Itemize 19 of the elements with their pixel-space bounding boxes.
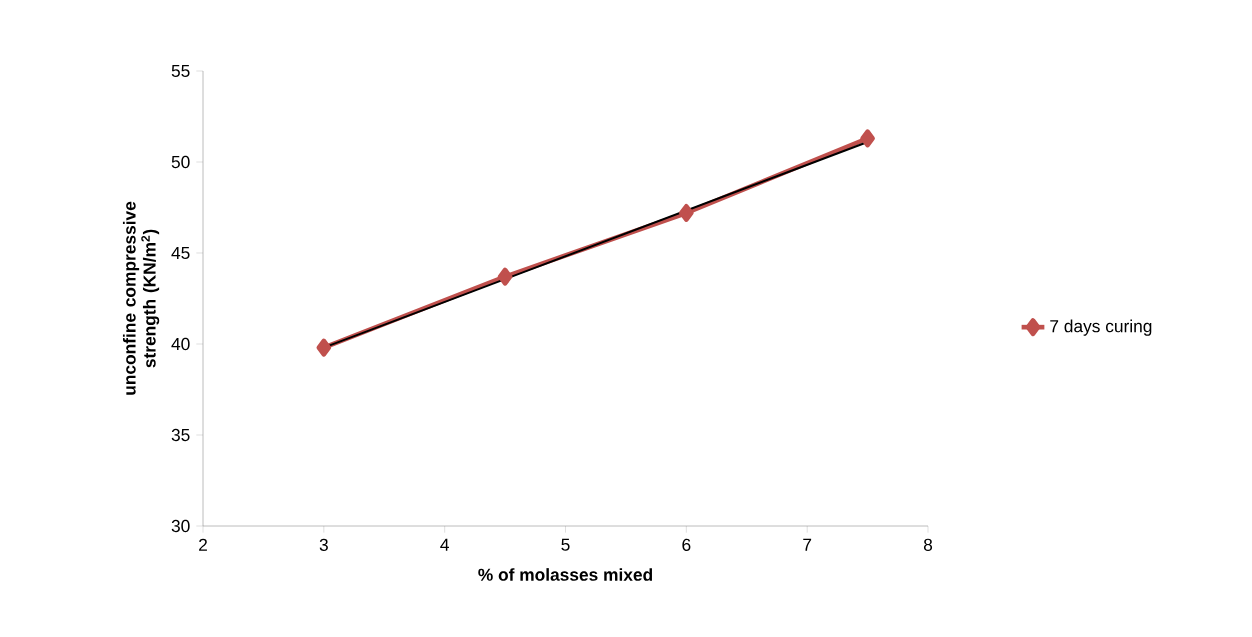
y-tick-label: 50 [171, 155, 190, 169]
legend-label: 7 days curing [1050, 319, 1152, 336]
x-tick-label: 4 [440, 538, 449, 551]
y-tick-label: 35 [171, 428, 190, 442]
y-tick-label: 30 [171, 519, 190, 533]
x-tick-label: 6 [682, 538, 691, 551]
point [497, 267, 513, 286]
x-axis-title: % of molasses mixed [478, 568, 653, 581]
point [679, 203, 694, 222]
x-tick-label: 5 [561, 538, 570, 551]
y-tick-label: 55 [171, 64, 190, 78]
point [316, 338, 332, 357]
x-tick-label: 8 [923, 538, 933, 551]
x-tick-label: 2 [199, 538, 207, 551]
x-tick-label: 7 [803, 538, 812, 551]
x-tick-label: 3 [319, 538, 328, 551]
y-tick-label: 40 [171, 337, 190, 351]
point [860, 129, 875, 148]
y-tick-label: 45 [171, 246, 190, 260]
